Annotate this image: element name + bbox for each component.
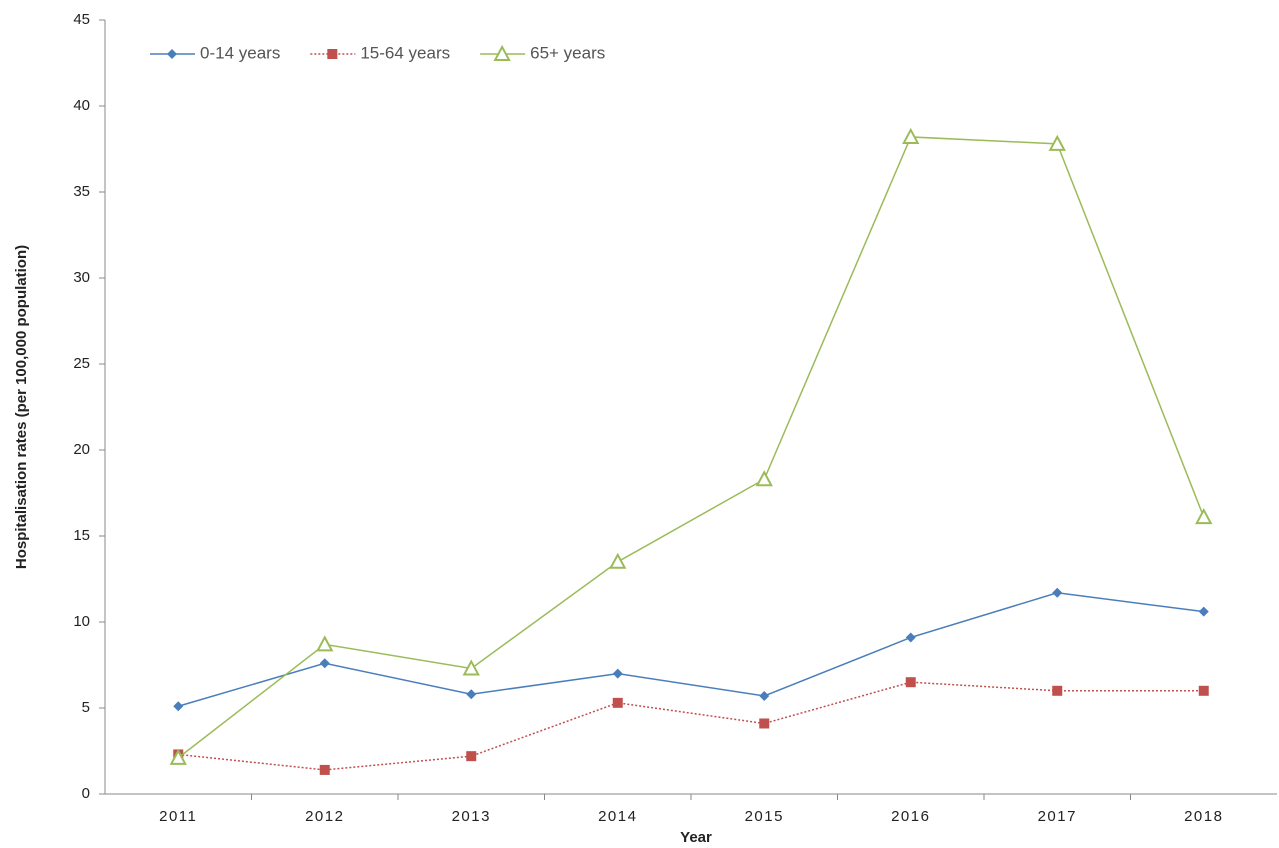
marker — [1052, 587, 1063, 598]
y-axis-label: Hospitalisation rates (per 100,000 popul… — [13, 245, 30, 569]
x-tick-label: 2018 — [1184, 808, 1223, 825]
legend-label: 0-14 years — [200, 43, 280, 62]
legend-label: 15-64 years — [360, 43, 450, 62]
series-line — [178, 591, 1204, 707]
marker — [905, 677, 916, 688]
series-line — [177, 136, 1205, 759]
marker — [169, 748, 187, 765]
marker — [173, 701, 184, 712]
y-tick-label: 35 — [73, 183, 90, 200]
x-tick-label: 2011 — [159, 808, 197, 825]
legend-label: 65+ years — [530, 43, 605, 62]
x-tick-label: 2013 — [452, 808, 491, 825]
marker — [759, 690, 770, 701]
y-tick-label: 15 — [73, 527, 90, 544]
y-tick-label: 0 — [82, 785, 90, 802]
marker — [319, 764, 330, 775]
series-line — [178, 681, 1204, 771]
marker — [1048, 134, 1066, 151]
marker — [612, 697, 623, 708]
y-tick-label: 45 — [73, 11, 90, 28]
y-tick-label: 10 — [73, 613, 90, 630]
x-tick-label: 2017 — [1038, 808, 1077, 825]
legend-marker — [493, 44, 511, 61]
marker — [755, 470, 773, 487]
marker — [1195, 507, 1213, 525]
y-tick-label: 20 — [73, 441, 90, 458]
y-tick-label: 5 — [82, 699, 90, 716]
marker — [1052, 685, 1063, 696]
marker — [759, 718, 770, 729]
marker — [902, 127, 920, 144]
marker — [319, 658, 330, 669]
marker — [612, 668, 623, 679]
x-tick-label: 2014 — [598, 808, 637, 825]
legend-marker — [167, 49, 177, 59]
x-axis-label: Year — [680, 829, 712, 846]
y-tick-label: 30 — [73, 269, 90, 286]
marker — [316, 635, 334, 652]
y-tick-label: 40 — [73, 97, 90, 114]
marker — [905, 632, 916, 643]
marker — [1198, 606, 1209, 617]
y-tick-label: 25 — [73, 355, 90, 372]
marker — [466, 689, 477, 700]
x-tick-label: 2016 — [891, 808, 930, 825]
marker — [609, 552, 627, 569]
marker — [466, 751, 477, 762]
legend-marker — [327, 49, 338, 59]
x-tick-label: 2012 — [305, 808, 344, 825]
marker — [462, 659, 480, 676]
marker — [1198, 685, 1209, 696]
x-tick-label: 2015 — [745, 808, 784, 825]
